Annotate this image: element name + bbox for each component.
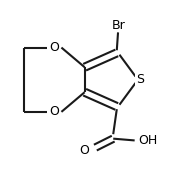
Text: O: O (49, 105, 59, 118)
Text: O: O (79, 144, 89, 157)
Text: O: O (49, 41, 59, 54)
Text: S: S (136, 73, 144, 86)
Text: OH: OH (138, 134, 158, 147)
Text: Br: Br (112, 19, 125, 32)
